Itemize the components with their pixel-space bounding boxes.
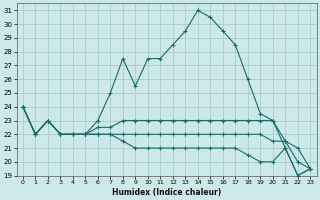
X-axis label: Humidex (Indice chaleur): Humidex (Indice chaleur): [112, 188, 221, 197]
